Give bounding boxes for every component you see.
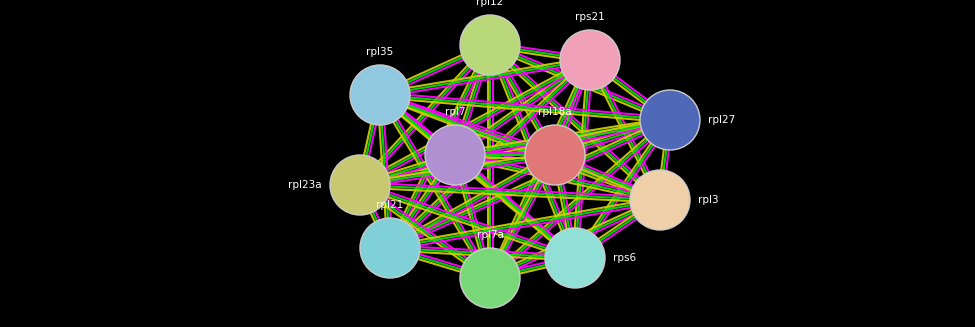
Circle shape: [350, 65, 410, 125]
Circle shape: [640, 90, 700, 150]
Circle shape: [560, 30, 620, 90]
Text: rpl12: rpl12: [477, 0, 504, 7]
Text: rps21: rps21: [575, 12, 604, 22]
Text: rpl7: rpl7: [445, 107, 465, 117]
Text: rpl23a: rpl23a: [289, 180, 322, 190]
Text: rpl7a: rpl7a: [477, 230, 503, 240]
Text: rps6: rps6: [613, 253, 636, 263]
Circle shape: [460, 248, 520, 308]
Text: rpl3: rpl3: [698, 195, 719, 205]
Text: rpl35: rpl35: [367, 47, 394, 57]
Circle shape: [460, 15, 520, 75]
Circle shape: [630, 170, 690, 230]
Circle shape: [525, 125, 585, 185]
Circle shape: [545, 228, 605, 288]
Circle shape: [330, 155, 390, 215]
Circle shape: [360, 218, 420, 278]
Text: rpl21: rpl21: [376, 200, 404, 210]
Text: rpl18a: rpl18a: [538, 107, 571, 117]
Circle shape: [425, 125, 485, 185]
Text: rpl27: rpl27: [708, 115, 735, 125]
